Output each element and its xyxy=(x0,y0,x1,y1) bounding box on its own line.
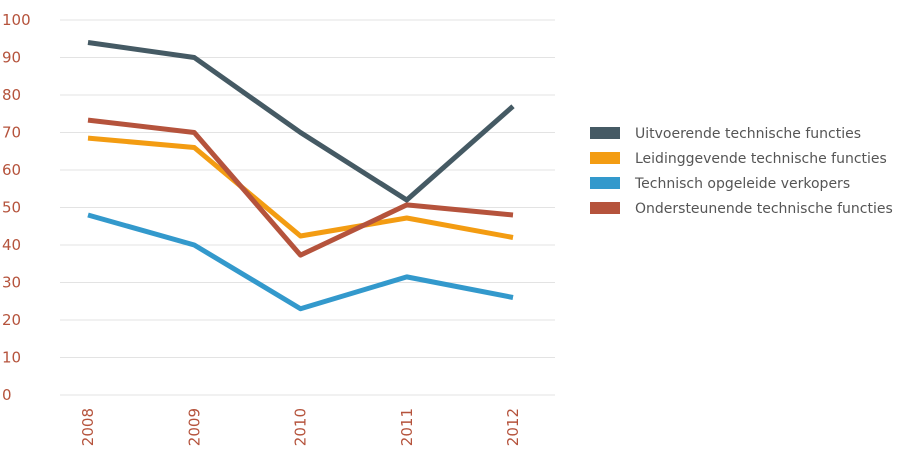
x-tick-label: 2010 xyxy=(292,408,310,446)
legend-swatch xyxy=(590,177,620,189)
y-tick-label: 30 xyxy=(2,274,21,292)
series-line xyxy=(87,212,514,312)
y-tick-label: 70 xyxy=(2,124,21,142)
legend-swatch xyxy=(590,152,620,164)
y-tick-label: 20 xyxy=(2,311,21,329)
y-tick-label: 40 xyxy=(2,236,21,254)
legend-label: Uitvoerende technische functies xyxy=(635,126,861,142)
x-tick-label: 2011 xyxy=(398,408,416,446)
y-tick-label: 60 xyxy=(2,161,21,179)
x-tick-label: 2009 xyxy=(185,408,203,446)
x-tick-label: 2012 xyxy=(504,408,522,446)
legend-swatch xyxy=(590,202,620,214)
y-tick-label: 10 xyxy=(2,349,21,367)
series-line xyxy=(87,40,515,203)
y-tick-label: 90 xyxy=(2,49,21,67)
series-line xyxy=(87,135,514,240)
legend-label: Technisch opgeleide verkopers xyxy=(634,176,850,192)
y-tick-label: 100 xyxy=(2,11,31,29)
legend-label: Ondersteunende technische functies xyxy=(635,201,893,217)
y-tick-label: 80 xyxy=(2,86,21,104)
legend-swatch xyxy=(590,127,620,139)
x-tick-label: 2008 xyxy=(79,408,97,446)
legend-label: Leidinggevende technische functies xyxy=(635,151,887,167)
y-tick-label: 0 xyxy=(2,386,12,404)
y-tick-label: 50 xyxy=(2,199,21,217)
series-line xyxy=(87,117,514,258)
